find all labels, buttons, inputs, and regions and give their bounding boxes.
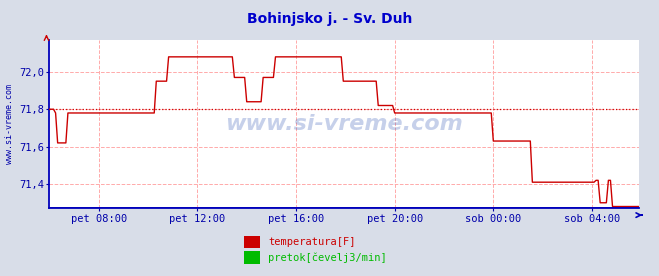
Text: www.si-vreme.com: www.si-vreme.com (5, 84, 14, 164)
Text: Bohinjsko j. - Sv. Duh: Bohinjsko j. - Sv. Duh (247, 12, 412, 26)
Text: pretok[čevelj3/min]: pretok[čevelj3/min] (268, 252, 387, 263)
Text: temperatura[F]: temperatura[F] (268, 237, 356, 247)
Text: www.si-vreme.com: www.si-vreme.com (225, 114, 463, 134)
